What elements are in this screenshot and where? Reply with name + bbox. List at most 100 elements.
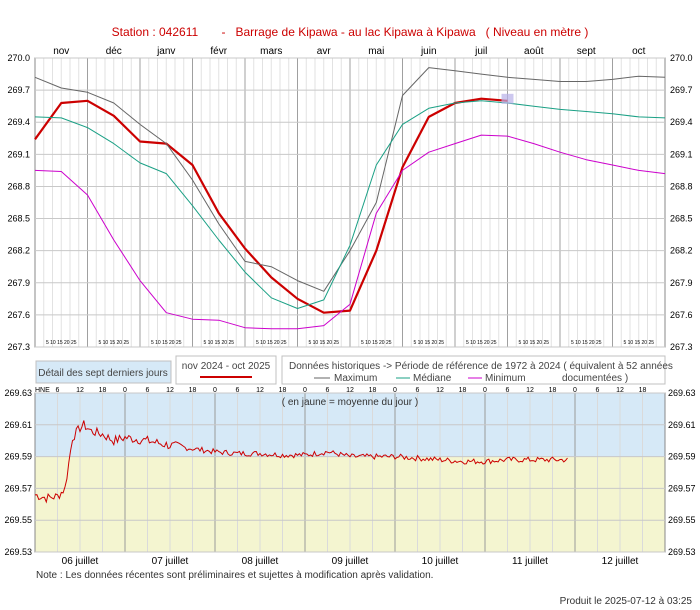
- chart-title: Station : 042611 - Barrage de Kipawa - a…: [111, 25, 589, 39]
- day-tick-label: 5 10 15 20 25: [361, 340, 392, 346]
- mediane-label: Médiane: [413, 373, 452, 384]
- y-tick-label-right: 267.6: [670, 310, 693, 320]
- day-tick-label: 5 10 15 20 25: [571, 340, 602, 346]
- hour-tick-label: 12: [526, 387, 534, 394]
- x-tick-label: déc: [106, 46, 122, 57]
- hour-tick-label: 18: [99, 387, 107, 394]
- hour-tick-label: 12: [346, 387, 354, 394]
- y-tick-label-left: 269.59: [4, 452, 32, 462]
- x-tick-label: juil: [474, 46, 487, 57]
- y-tick-label-left: 269.57: [4, 483, 32, 493]
- day-label: 09 juillet: [332, 556, 369, 567]
- y-tick-label-right: 269.57: [668, 483, 696, 493]
- x-tick-label: mars: [260, 46, 282, 57]
- hourly-level-line: [34, 420, 568, 504]
- y-tick-label-left: 268.8: [7, 181, 30, 191]
- produced-date: Produit le 2025-07-12 à 03:25: [559, 596, 692, 607]
- day-tick-label: 5 10 15 20 25: [151, 340, 182, 346]
- series-line-m-diane: [34, 100, 666, 309]
- minimum-label: Minimum: [485, 373, 526, 384]
- hour-tick-label: 6: [416, 387, 420, 394]
- y-tick-label-left: 269.55: [4, 515, 32, 525]
- hour-tick-label: 18: [459, 387, 467, 394]
- x-tick-label: oct: [632, 46, 646, 57]
- series-line-maximum: [34, 67, 666, 292]
- day-tick-label: 5 10 15 20 25: [308, 340, 339, 346]
- day-tick-label: 5 10 15 20 25: [518, 340, 549, 346]
- hour-tick-label: 12: [166, 387, 174, 394]
- x-tick-label: juin: [420, 46, 437, 57]
- hour-tick-label: 6: [56, 387, 60, 394]
- y-tick-label-left: 269.1: [7, 149, 30, 159]
- x-tick-label: sept: [577, 46, 596, 57]
- day-tick-label: 5 10 15 20 25: [466, 340, 497, 346]
- y-tick-label-right: 269.1: [670, 149, 693, 159]
- y-tick-label-left: 268.2: [7, 246, 30, 256]
- y-tick-label-right: 267.3: [670, 342, 693, 352]
- detail-box: [35, 360, 172, 384]
- y-tick-label-right: 268.2: [670, 246, 693, 256]
- hour-tick-label: 12: [256, 387, 264, 394]
- y-tick-label-left: 269.53: [4, 547, 32, 557]
- y-tick-label-left: 269.63: [4, 388, 32, 398]
- x-tick-label: janv: [156, 46, 175, 57]
- current-week-marker: [501, 93, 514, 104]
- y-tick-label-right: 269.55: [668, 515, 696, 525]
- day-tick-label: 5 10 15 20 25: [98, 340, 129, 346]
- x-tick-label: nov: [53, 46, 69, 57]
- period-label: nov 2024 - oct 2025: [182, 361, 271, 372]
- note-text: Note : Les données récentes sont prélimi…: [36, 570, 434, 581]
- hour-tick-label: 6: [326, 387, 330, 394]
- hour-tick-label: 6: [596, 387, 600, 394]
- hour-tick-label: 0: [123, 387, 127, 394]
- day-label: 07 juillet: [152, 556, 189, 567]
- hour-tick-label: 0: [213, 387, 217, 394]
- x-tick-label: mai: [368, 46, 384, 57]
- y-tick-label-right: 269.63: [668, 388, 696, 398]
- historic-label: Données historiques -> Période de référe…: [289, 361, 673, 372]
- y-tick-label-right: 269.61: [668, 420, 696, 430]
- day-label: 11 juillet: [512, 556, 548, 567]
- period-legend-box: [175, 355, 277, 385]
- y-tick-label-right: 267.9: [670, 278, 693, 288]
- x-tick-label: févr: [210, 46, 227, 57]
- day-label: 06 juillet: [62, 556, 99, 567]
- y-tick-label-left: 269.61: [4, 420, 32, 430]
- hour-tick-label: 6: [146, 387, 150, 394]
- y-tick-label-right: 268.5: [670, 214, 693, 224]
- y-tick-label-left: 267.9: [7, 278, 30, 288]
- hour-tick-label: 12: [616, 387, 624, 394]
- y-tick-label-left: 267.3: [7, 342, 30, 352]
- x-tick-label: août: [524, 46, 544, 57]
- historic-label-2: documentées ): [562, 373, 628, 384]
- y-tick-label-left: 267.6: [7, 310, 30, 320]
- y-tick-label-right: 269.7: [670, 85, 693, 95]
- day-tick-label: 5 10 15 20 25: [46, 340, 77, 346]
- hne-label: HNE: [35, 387, 50, 394]
- detail-label: Détail des sept derniers jours: [38, 368, 168, 379]
- y-tick-label-left: 268.5: [7, 214, 30, 224]
- hour-tick-label: 12: [436, 387, 444, 394]
- hour-tick-label: 12: [76, 387, 84, 394]
- day-tick-label: 5 10 15 20 25: [413, 340, 444, 346]
- hour-tick-label: 18: [189, 387, 197, 394]
- day-label: 12 juillet: [602, 556, 639, 567]
- hour-tick-label: 0: [393, 387, 397, 394]
- historic-legend-box: [281, 355, 666, 385]
- hour-tick-label: 18: [369, 387, 377, 394]
- y-tick-label-left: 269.7: [7, 85, 30, 95]
- day-tick-label: 5 10 15 20 25: [203, 340, 234, 346]
- hour-tick-label: 6: [506, 387, 510, 394]
- series-line-minimum: [34, 134, 666, 330]
- y-tick-label-right: 270.0: [670, 53, 693, 63]
- day-label: 08 juillet: [242, 556, 279, 567]
- hour-tick-label: 18: [279, 387, 287, 394]
- day-label: 10 juillet: [422, 556, 459, 567]
- x-tick-label: avr: [317, 46, 332, 57]
- hour-tick-label: 0: [573, 387, 577, 394]
- day-tick-label: 5 10 15 20 25: [256, 340, 287, 346]
- day-tick-label: 5 10 15 20 25: [623, 340, 654, 346]
- hour-tick-label: 0: [483, 387, 487, 394]
- y-tick-label-right: 269.59: [668, 452, 696, 462]
